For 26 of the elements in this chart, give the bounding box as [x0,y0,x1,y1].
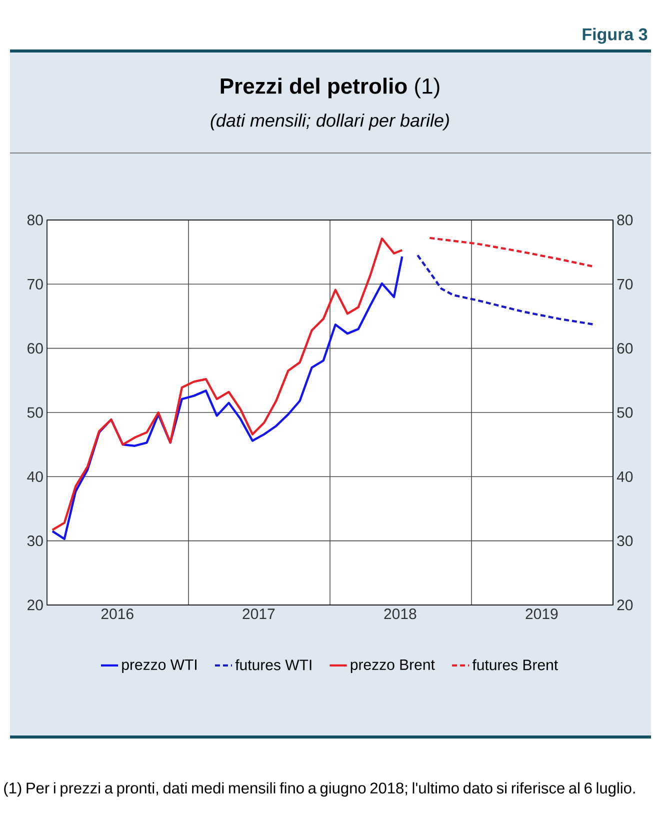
y2-tick-label: 60 [618,343,633,354]
y-tick-label: 30 [28,536,44,546]
y-tick-label: 40 [27,471,44,482]
x-tick-label: 2016 [102,608,134,620]
y-tick-label: 60 [28,343,44,354]
chart-title: Prezzi del petrolio (1) [221,78,440,98]
legend-label: futures WTI [236,659,312,670]
x-tick-label: 2017 [242,608,275,620]
y-tick-label: 70 [28,278,44,290]
text: Figura 3 [583,28,648,44]
chart-subtitle: (dati mensili; dollari per barile) [211,114,450,130]
y-tick-label: 50 [28,407,44,418]
legend-label: prezzo WTI [122,660,197,673]
y2-tick-label: 80 [617,214,633,226]
legend-label: futures Brent [472,659,558,670]
y2-tick-label: 70 [618,278,633,290]
text: (1) Per i prezzi a pronti, dati medi mensili fino a giugno 2018; l'ultimo dato si riferisce al 6 luglio. [4,782,636,797]
y2-tick-label: 20 [618,600,633,610]
y2-tick-label: 40 [617,471,633,482]
x-tick-label: 2019 [526,608,558,620]
y2-tick-label: 50 [617,407,633,418]
x-tick-label: 2018 [384,608,416,620]
legend-label: prezzo Brent [351,660,436,673]
y2-tick-label: 30 [617,536,633,546]
y-tick-label: 20 [28,600,44,610]
y-tick-label: 80 [28,214,44,226]
